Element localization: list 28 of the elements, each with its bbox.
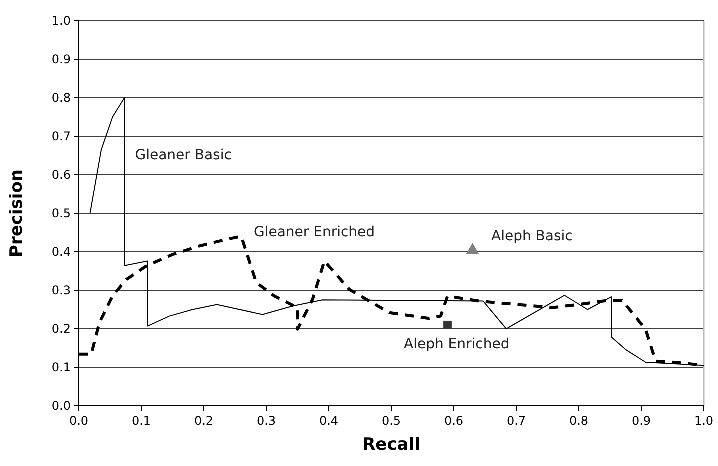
y-tick-label: 0.7 (52, 130, 71, 144)
y-axis-title: Precision (7, 169, 27, 258)
y-tick-label: 0.8 (52, 91, 71, 105)
x-tick-label: 0.3 (256, 414, 276, 428)
x-tick-label: 0.9 (632, 414, 652, 428)
x-tick-label: 0.8 (569, 414, 589, 428)
series-label: Gleaner Basic (135, 148, 232, 164)
series-label: Aleph Basic (492, 228, 573, 244)
y-tick-label: 0.1 (52, 360, 71, 374)
y-tick-label: 0.2 (52, 322, 71, 336)
x-tick-label: 0.4 (319, 414, 339, 428)
y-tick-label: 1.0 (52, 14, 71, 28)
y-tick-label: 0.4 (52, 245, 71, 259)
x-tick-label: 0.7 (506, 414, 526, 428)
series-label: Aleph Enriched (404, 336, 510, 352)
y-tick-label: 0.0 (52, 399, 71, 413)
x-tick-label: 0.5 (382, 414, 402, 428)
x-tick-label: 0.2 (194, 414, 214, 428)
y-tick-label: 0.9 (52, 52, 71, 66)
y-tick-label: 0.5 (52, 206, 71, 220)
series-label: Gleaner Enriched (254, 224, 376, 241)
y-tick-label: 0.3 (52, 284, 71, 298)
x-axis-title: Recall (362, 435, 420, 455)
x-tick-label: 1.0 (694, 414, 714, 428)
x-tick-label: 0.1 (132, 414, 152, 428)
y-tick-label: 0.6 (52, 168, 71, 182)
x-tick-label: 0.0 (69, 414, 89, 428)
x-tick-label: 0.6 (444, 414, 464, 428)
